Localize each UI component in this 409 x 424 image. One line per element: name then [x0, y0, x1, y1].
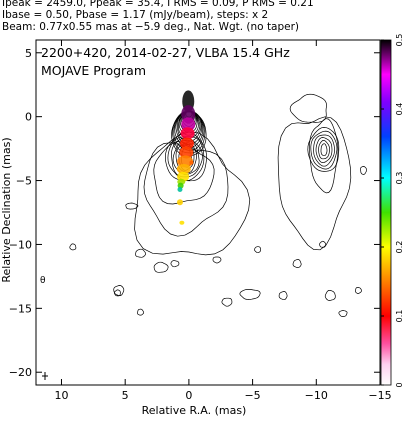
y-tick-label: 5 — [25, 47, 32, 60]
x-tick-label: 0 — [185, 389, 192, 402]
polarization-patch — [176, 164, 191, 175]
contour-line — [319, 240, 326, 248]
plot-subtitle: MOJAVE Program — [41, 63, 146, 78]
colorbar-tick-label: 0.3 — [395, 172, 404, 185]
contour-line — [320, 143, 328, 157]
plot-title: 2200+420, 2014-02-27, VLBA 15.4 GHz — [41, 45, 290, 60]
contour-line — [113, 285, 125, 296]
contour-line — [69, 243, 77, 251]
contour-line — [310, 130, 338, 170]
colorbar-tick-label: 0.4 — [395, 103, 404, 116]
header-line-2: Ibase = 0.50, Pbase = 1.17 (mJy/beam), s… — [2, 9, 269, 21]
contour-line — [170, 260, 180, 268]
contour-line — [171, 137, 203, 178]
contour-line — [315, 137, 333, 163]
contour-line — [153, 261, 169, 273]
contour-line — [278, 291, 288, 301]
contour-line — [212, 256, 222, 264]
x-tick-label: −5 — [244, 389, 260, 402]
colorbar-tick-label: 0 — [395, 382, 404, 387]
contour-line — [292, 259, 302, 268]
colorbar-tick-label: 0.5 — [395, 34, 404, 47]
contour-line — [355, 287, 362, 294]
polarization-patch — [179, 137, 194, 150]
polarization-patch — [180, 127, 195, 140]
contour-line — [167, 136, 205, 182]
colorbar — [380, 39, 392, 386]
polarization-patch — [177, 187, 183, 192]
x-axis-label: Relative R.A. (mas) — [142, 404, 247, 417]
colorbar-tick-label: 0.2 — [395, 241, 404, 254]
contour-line — [360, 166, 367, 175]
y-tick-label: −20 — [9, 366, 32, 379]
contour-line — [318, 140, 330, 160]
y-axis-label: Relative Declination (mas) — [0, 137, 13, 282]
total-intensity-contours — [69, 93, 367, 317]
polarization-patch — [189, 160, 194, 165]
contour-line — [289, 93, 327, 123]
contour-line — [313, 134, 335, 167]
contour-line — [239, 288, 261, 300]
theta-marker: θ — [40, 276, 46, 286]
header-line-3: Beam: 0.77x0.55 mas at −5.9 deg., Nat. W… — [2, 21, 300, 33]
polarization-color-map — [176, 90, 196, 225]
header-line-1: Ipeak = 2459.0, Ppeak = 35.4, I RMS = 0.… — [2, 0, 314, 9]
polarization-patch — [176, 199, 183, 206]
contour-line — [338, 310, 348, 317]
contour-line — [153, 141, 215, 205]
polarization-patch — [177, 155, 194, 168]
contour-line — [277, 116, 352, 251]
colorbar-ticks: 0 0.1 0.2 0.3 0.4 0.5 — [381, 34, 404, 388]
contour-line — [221, 297, 233, 307]
y-tick-label: −15 — [9, 302, 32, 315]
contour-line — [135, 248, 146, 258]
y-tick-label: −10 — [9, 238, 32, 251]
polarization-patch — [179, 146, 194, 159]
contour-line — [324, 289, 336, 301]
contour-line — [113, 289, 121, 297]
beam-marker — [42, 372, 48, 380]
contour-line — [125, 202, 139, 210]
contour-line — [307, 127, 340, 172]
contour-line — [143, 142, 229, 237]
x-tick-label: 10 — [54, 389, 68, 402]
y-tick-label: −5 — [16, 175, 32, 188]
contour-line — [134, 131, 251, 256]
contour-line — [137, 308, 145, 316]
contour-line — [171, 110, 207, 157]
x-tick-label: −15 — [368, 389, 391, 402]
polarization-patch — [179, 220, 185, 225]
colorbar-tick-label: 0.1 — [395, 310, 404, 323]
plot-frame — [35, 39, 381, 386]
axis-ticks: 10 5 0 −5 −10 −15 5 0 −5 −10 −15 −20 — [9, 40, 392, 402]
contour-line — [165, 131, 207, 182]
contour-line — [309, 118, 339, 194]
x-tick-label: 5 — [122, 389, 129, 402]
x-tick-label: −10 — [305, 389, 328, 402]
y-tick-label: 0 — [25, 111, 32, 124]
contour-line — [254, 246, 261, 254]
